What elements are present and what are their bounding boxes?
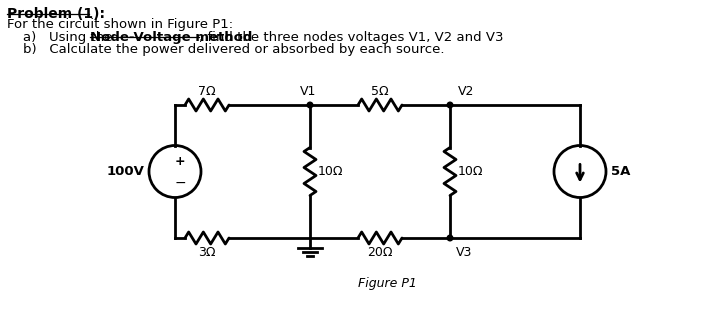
Text: 5A: 5A <box>611 165 630 178</box>
Text: V1: V1 <box>300 85 316 98</box>
Text: 10Ω: 10Ω <box>318 165 344 178</box>
Text: Problem (1):: Problem (1): <box>7 7 105 21</box>
Text: 7Ω: 7Ω <box>198 85 216 98</box>
Circle shape <box>447 102 453 108</box>
Text: Node-Voltage method: Node-Voltage method <box>90 31 253 44</box>
Text: 20Ω: 20Ω <box>367 246 393 259</box>
Text: a)   Using the: a) Using the <box>23 31 117 44</box>
Text: 3Ω: 3Ω <box>199 246 216 259</box>
Text: 5Ω: 5Ω <box>371 85 389 98</box>
Text: +: + <box>175 155 186 168</box>
Text: 100V: 100V <box>106 165 144 178</box>
Text: b)   Calculate the power delivered or absorbed by each source.: b) Calculate the power delivered or abso… <box>23 43 445 56</box>
Text: For the circuit shown in Figure P1:: For the circuit shown in Figure P1: <box>7 18 233 31</box>
Text: −: − <box>174 175 186 189</box>
Text: Figure P1: Figure P1 <box>358 277 417 290</box>
Text: V2: V2 <box>458 85 474 98</box>
Text: , find the three nodes voltages V1, V2 and V3: , find the three nodes voltages V1, V2 a… <box>199 31 503 44</box>
Circle shape <box>307 102 313 108</box>
Circle shape <box>447 235 453 241</box>
Text: V3: V3 <box>456 246 472 259</box>
Text: 10Ω: 10Ω <box>458 165 484 178</box>
